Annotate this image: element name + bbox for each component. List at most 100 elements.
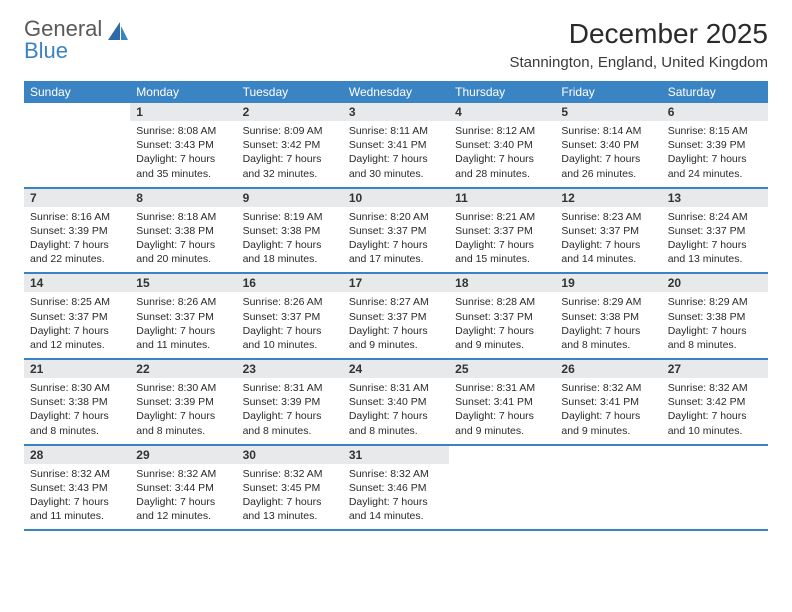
- day-number: 28: [24, 446, 130, 464]
- weekday-label: Wednesday: [343, 81, 449, 103]
- daylight-text: Daylight: 7 hours and 10 minutes.: [668, 409, 762, 437]
- calendar-cell: 10Sunrise: 8:20 AMSunset: 3:37 PMDayligh…: [343, 189, 449, 273]
- day-number: 11: [449, 189, 555, 207]
- daylight-text: Daylight: 7 hours and 8 minutes.: [668, 324, 762, 352]
- day-details: Sunrise: 8:31 AMSunset: 3:40 PMDaylight:…: [343, 378, 449, 444]
- title-block: December 2025 Stannington, England, Unit…: [509, 18, 768, 71]
- sunrise-text: Sunrise: 8:19 AM: [243, 210, 337, 224]
- sunset-text: Sunset: 3:46 PM: [349, 481, 443, 495]
- day-number: 26: [555, 360, 661, 378]
- calendar-cell: 12Sunrise: 8:23 AMSunset: 3:37 PMDayligh…: [555, 189, 661, 273]
- calendar-cell: 30Sunrise: 8:32 AMSunset: 3:45 PMDayligh…: [237, 446, 343, 530]
- day-number: 7: [24, 189, 130, 207]
- day-details: Sunrise: 8:16 AMSunset: 3:39 PMDaylight:…: [24, 207, 130, 273]
- day-details: Sunrise: 8:19 AMSunset: 3:38 PMDaylight:…: [237, 207, 343, 273]
- day-number: 31: [343, 446, 449, 464]
- sunrise-text: Sunrise: 8:28 AM: [455, 295, 549, 309]
- calendar-cell: 27Sunrise: 8:32 AMSunset: 3:42 PMDayligh…: [662, 360, 768, 444]
- daylight-text: Daylight: 7 hours and 8 minutes.: [561, 324, 655, 352]
- day-number: 4: [449, 103, 555, 121]
- calendar-cell: 24Sunrise: 8:31 AMSunset: 3:40 PMDayligh…: [343, 360, 449, 444]
- sunset-text: Sunset: 3:40 PM: [561, 138, 655, 152]
- sunset-text: Sunset: 3:41 PM: [455, 395, 549, 409]
- daylight-text: Daylight: 7 hours and 8 minutes.: [30, 409, 124, 437]
- daylight-text: Daylight: 7 hours and 13 minutes.: [243, 495, 337, 523]
- sunrise-text: Sunrise: 8:30 AM: [136, 381, 230, 395]
- day-number: 17: [343, 274, 449, 292]
- sunrise-text: Sunrise: 8:09 AM: [243, 124, 337, 138]
- daylight-text: Daylight: 7 hours and 32 minutes.: [243, 152, 337, 180]
- sunset-text: Sunset: 3:44 PM: [136, 481, 230, 495]
- calendar-cell: 19Sunrise: 8:29 AMSunset: 3:38 PMDayligh…: [555, 274, 661, 358]
- month-title: December 2025: [509, 18, 768, 50]
- sunrise-text: Sunrise: 8:29 AM: [668, 295, 762, 309]
- daylight-text: Daylight: 7 hours and 17 minutes.: [349, 238, 443, 266]
- day-details: Sunrise: 8:30 AMSunset: 3:39 PMDaylight:…: [130, 378, 236, 444]
- sunrise-text: Sunrise: 8:26 AM: [243, 295, 337, 309]
- calendar-cell: 2Sunrise: 8:09 AMSunset: 3:42 PMDaylight…: [237, 103, 343, 187]
- calendar-cell: 16Sunrise: 8:26 AMSunset: 3:37 PMDayligh…: [237, 274, 343, 358]
- sunset-text: Sunset: 3:38 PM: [243, 224, 337, 238]
- calendar-week: 14Sunrise: 8:25 AMSunset: 3:37 PMDayligh…: [24, 274, 768, 360]
- day-number: 5: [555, 103, 661, 121]
- calendar-cell: 4Sunrise: 8:12 AMSunset: 3:40 PMDaylight…: [449, 103, 555, 187]
- sunset-text: Sunset: 3:37 PM: [455, 224, 549, 238]
- sunset-text: Sunset: 3:38 PM: [30, 395, 124, 409]
- daylight-text: Daylight: 7 hours and 24 minutes.: [668, 152, 762, 180]
- day-number: 1: [130, 103, 236, 121]
- day-number: 20: [662, 274, 768, 292]
- calendar-cell: 14Sunrise: 8:25 AMSunset: 3:37 PMDayligh…: [24, 274, 130, 358]
- sunset-text: Sunset: 3:40 PM: [455, 138, 549, 152]
- day-details: Sunrise: 8:32 AMSunset: 3:45 PMDaylight:…: [237, 464, 343, 530]
- sunrise-text: Sunrise: 8:15 AM: [668, 124, 762, 138]
- sunset-text: Sunset: 3:37 PM: [349, 310, 443, 324]
- calendar-week: 7Sunrise: 8:16 AMSunset: 3:39 PMDaylight…: [24, 189, 768, 275]
- day-details: Sunrise: 8:32 AMSunset: 3:44 PMDaylight:…: [130, 464, 236, 530]
- day-number: 3: [343, 103, 449, 121]
- calendar-cell: 18Sunrise: 8:28 AMSunset: 3:37 PMDayligh…: [449, 274, 555, 358]
- sunset-text: Sunset: 3:39 PM: [668, 138, 762, 152]
- calendar-cell: 1Sunrise: 8:08 AMSunset: 3:43 PMDaylight…: [130, 103, 236, 187]
- day-number: 18: [449, 274, 555, 292]
- day-number: [449, 446, 555, 450]
- calendar-grid: Sunday Monday Tuesday Wednesday Thursday…: [24, 81, 768, 531]
- sunrise-text: Sunrise: 8:32 AM: [668, 381, 762, 395]
- daylight-text: Daylight: 7 hours and 8 minutes.: [136, 409, 230, 437]
- calendar-week: 28Sunrise: 8:32 AMSunset: 3:43 PMDayligh…: [24, 446, 768, 532]
- weeks-container: 1 Sunrise: 8:08 AMSunset: 3:43 PM Daylight…: [24, 103, 768, 531]
- sunset-text: Sunset: 3:43 PM: [136, 138, 230, 152]
- logo-text: General Blue: [24, 18, 102, 62]
- day-details: Sunrise: 8:23 AMSunset: 3:37 PMDaylight:…: [555, 207, 661, 273]
- day-number: [24, 103, 130, 107]
- daylight-text: Daylight: 7 hours and 9 minutes.: [349, 324, 443, 352]
- sunrise-text: Sunrise: 8:14 AM: [561, 124, 655, 138]
- daylight-text: Daylight: 7 hours and 8 minutes.: [243, 409, 337, 437]
- calendar-cell: 6Sunrise: 8:15 AMSunset: 3:39 PMDaylight…: [662, 103, 768, 187]
- day-number: 14: [24, 274, 130, 292]
- sunrise-text: Sunrise: 8:08 AM: [136, 124, 230, 138]
- sunset-text: Sunset: 3:41 PM: [349, 138, 443, 152]
- day-number: 12: [555, 189, 661, 207]
- daylight-text: Daylight: 7 hours and 9 minutes.: [561, 409, 655, 437]
- daylight-text: Daylight: 7 hours and 28 minutes.: [455, 152, 549, 180]
- calendar-cell: 7Sunrise: 8:16 AMSunset: 3:39 PMDaylight…: [24, 189, 130, 273]
- daylight-text: Daylight: 7 hours and 12 minutes.: [136, 495, 230, 523]
- day-number: [555, 446, 661, 450]
- sunrise-text: Sunrise: 8:32 AM: [30, 467, 124, 481]
- sunrise-text: Sunrise: 8:31 AM: [455, 381, 549, 395]
- daylight-text: Daylight: 7 hours and 26 minutes.: [561, 152, 655, 180]
- calendar-cell: 21Sunrise: 8:30 AMSunset: 3:38 PMDayligh…: [24, 360, 130, 444]
- day-details: Sunrise: 8:32 AMSunset: 3:43 PMDaylight:…: [24, 464, 130, 530]
- daylight-text: Daylight: 7 hours and 12 minutes.: [30, 324, 124, 352]
- calendar-cell: 13Sunrise: 8:24 AMSunset: 3:37 PMDayligh…: [662, 189, 768, 273]
- sunrise-text: Sunrise: 8:29 AM: [561, 295, 655, 309]
- day-details: Sunrise: 8:28 AMSunset: 3:37 PMDaylight:…: [449, 292, 555, 358]
- day-number: 21: [24, 360, 130, 378]
- sunrise-text: Sunrise: 8:32 AM: [136, 467, 230, 481]
- day-number: 2: [237, 103, 343, 121]
- sunset-text: Sunset: 3:42 PM: [668, 395, 762, 409]
- calendar-cell: 28Sunrise: 8:32 AMSunset: 3:43 PMDayligh…: [24, 446, 130, 530]
- weekday-label: Tuesday: [237, 81, 343, 103]
- day-number: 29: [130, 446, 236, 464]
- day-details: Sunrise: 8:21 AMSunset: 3:37 PMDaylight:…: [449, 207, 555, 273]
